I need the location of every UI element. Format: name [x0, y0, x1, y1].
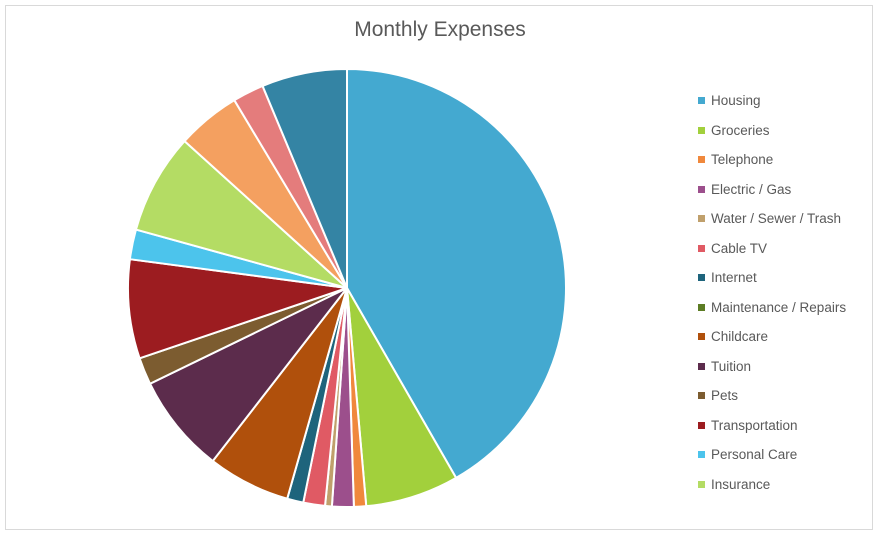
legend-item: Childcare: [698, 322, 846, 352]
legend-item: Telephone: [698, 145, 846, 175]
legend-label: Insurance: [711, 476, 771, 492]
legend-swatch-icon: [698, 451, 705, 459]
pie-slice: [261, 68, 348, 289]
chart-title: Monthly Expenses: [354, 18, 526, 41]
legend: Housing Groceries Telephone Electric / Gas W…: [698, 86, 846, 499]
legend-swatch-icon: [698, 244, 705, 252]
pie-slice: [134, 140, 348, 289]
legend-item: Internet: [698, 263, 846, 293]
legend-item: Housing: [698, 86, 846, 116]
legend-label: Telephone: [711, 152, 774, 168]
pie-slice: [149, 287, 348, 463]
legend-swatch-icon: [698, 185, 705, 193]
legend-item: Maintenance / Repairs: [698, 293, 846, 323]
legend-label: Tuition: [711, 358, 752, 374]
legend-item: Groceries: [698, 116, 846, 146]
legend-swatch-icon: [698, 274, 705, 282]
legend-swatch-icon: [698, 392, 705, 400]
pie-slice: [346, 68, 567, 479]
legend-swatch-icon: [698, 362, 705, 370]
legend-label: Internet: [711, 270, 757, 286]
legend-label: Water / Sewer / Trash: [711, 211, 842, 227]
legend-swatch-icon: [698, 480, 705, 488]
legend-label: Pets: [711, 388, 739, 404]
legend-label: Housing: [711, 93, 761, 109]
legend-swatch-icon: [698, 215, 705, 223]
legend-swatch-icon: [698, 126, 705, 134]
legend-label: Personal Care: [711, 447, 798, 463]
legend-label: Transportation: [711, 417, 798, 433]
pie-slice: [127, 258, 348, 360]
legend-label: Cable TV: [711, 240, 768, 256]
legend-item: Transportation: [698, 411, 846, 441]
legend-label: Groceries: [711, 122, 770, 138]
legend-item: Cable TV: [698, 234, 846, 264]
legend-swatch-icon: [698, 333, 705, 341]
legend-swatch-icon: [698, 421, 705, 429]
legend-label: Electric / Gas: [711, 181, 792, 197]
legend-label: Maintenance / Repairs: [711, 299, 847, 315]
legend-swatch-icon: [698, 156, 705, 164]
legend-swatch-icon: [698, 303, 705, 311]
legend-swatch-icon: [698, 97, 705, 105]
legend-item: Insurance: [698, 470, 846, 500]
legend-item: Tuition: [698, 352, 846, 382]
legend-item: Personal Care: [698, 440, 846, 470]
legend-label: Childcare: [711, 329, 769, 345]
legend-item: Water / Sewer / Trash: [698, 204, 846, 234]
legend-item: Pets: [698, 381, 846, 411]
legend-item: Electric / Gas: [698, 175, 846, 205]
